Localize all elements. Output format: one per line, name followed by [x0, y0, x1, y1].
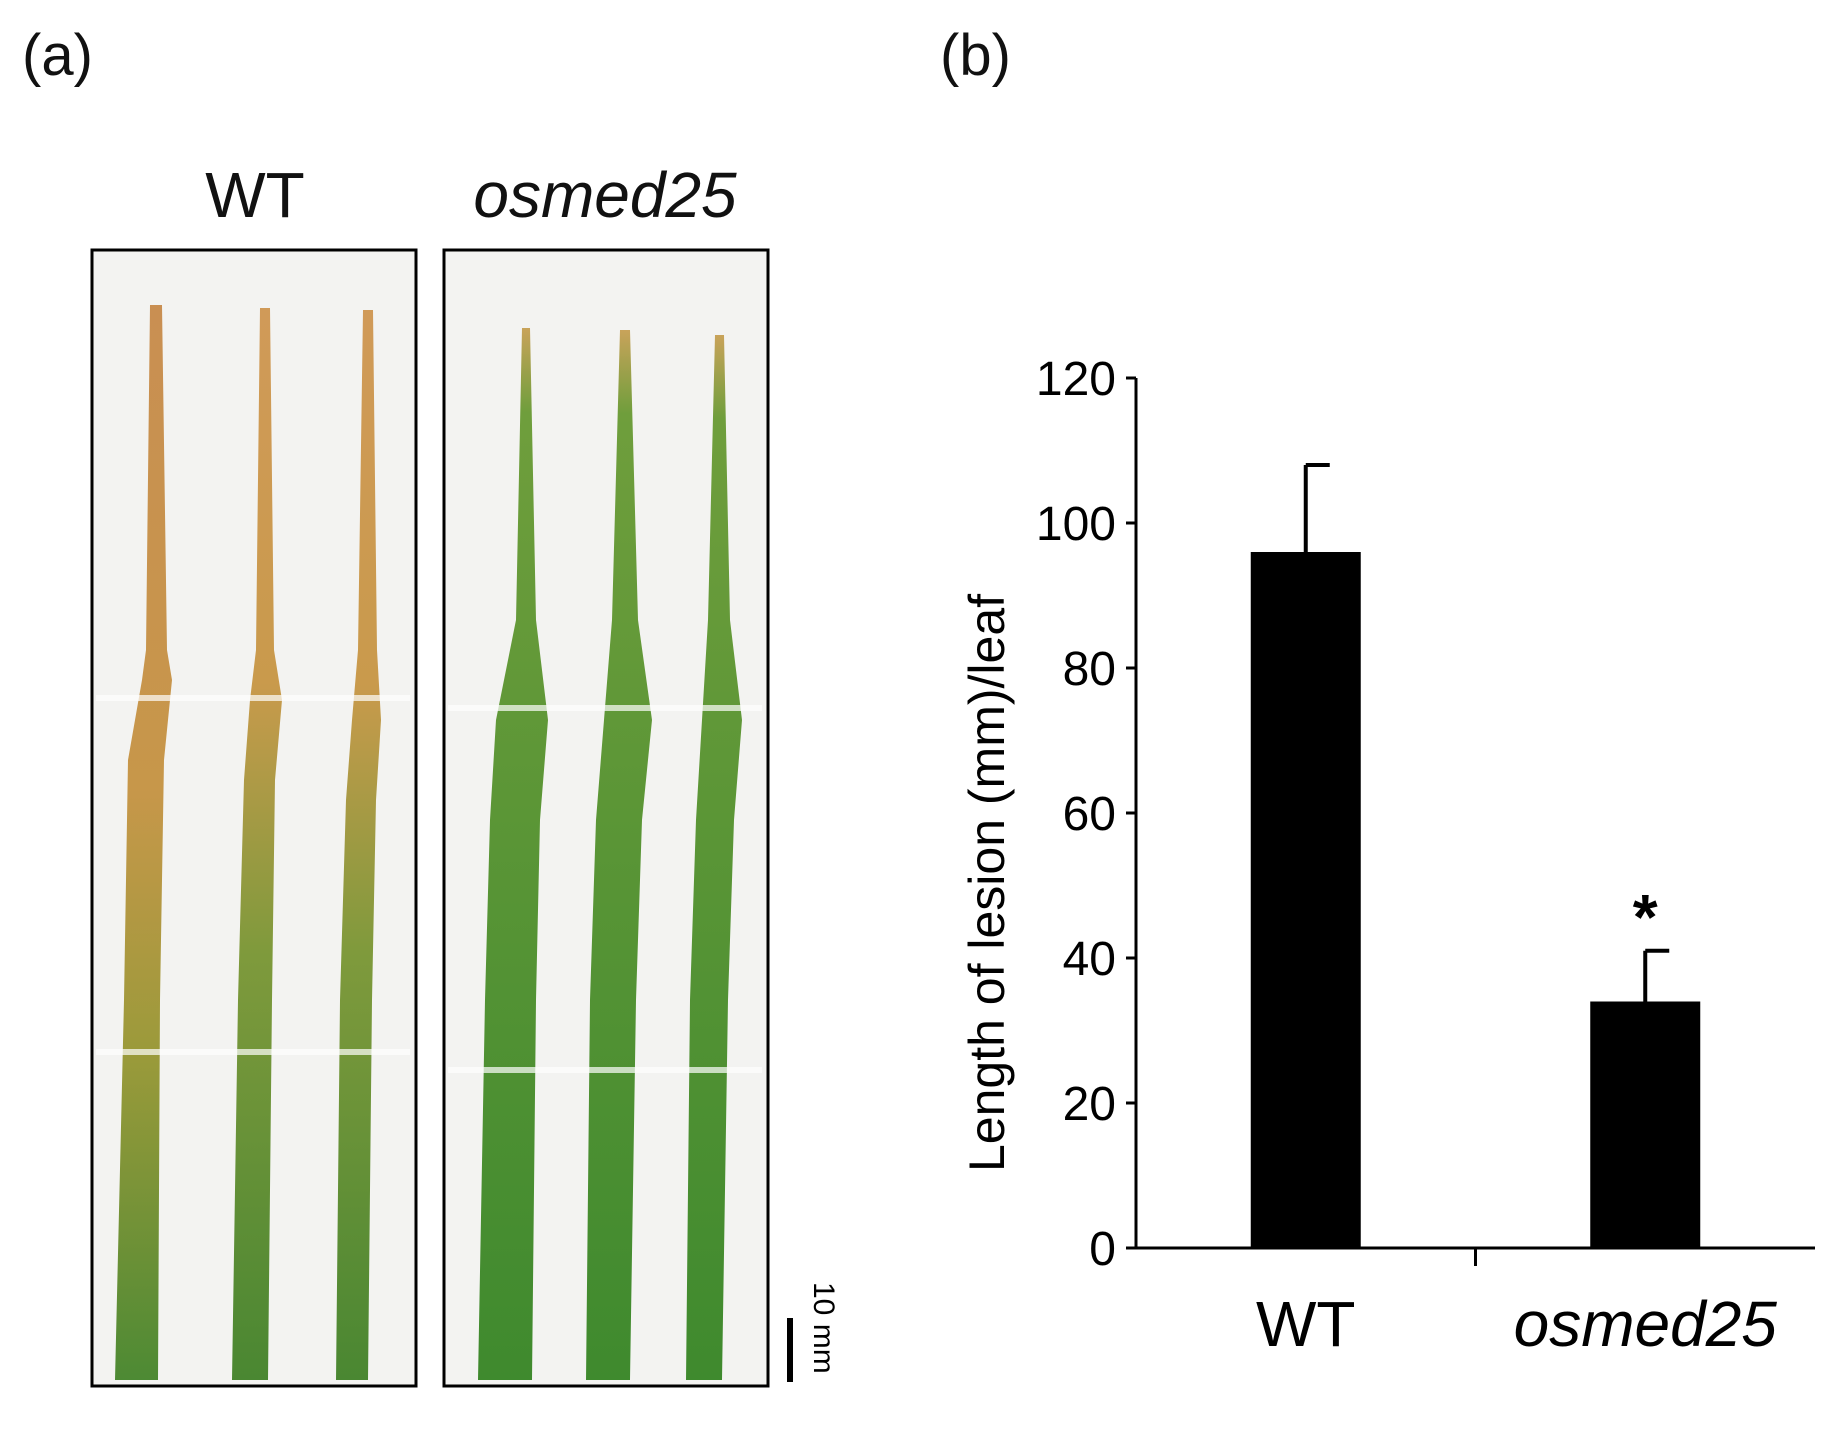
- y-axis-label: Length of lesion (mm)/leaf: [959, 594, 1015, 1172]
- y-tick-label: 60: [1063, 788, 1116, 841]
- panel-b-label: (b): [940, 23, 1011, 88]
- y-tick-label: 100: [1036, 498, 1116, 551]
- y-tick-label: 80: [1063, 643, 1116, 696]
- panel-a-label: (a): [22, 23, 93, 88]
- leaf-wt-3: [336, 310, 381, 1380]
- bar-WT: [1250, 552, 1361, 1248]
- scale-bar-label: 10 mm: [807, 1282, 840, 1374]
- leaf-wt-1: [115, 305, 172, 1380]
- photo-panel-wt: [90, 248, 418, 1388]
- leaf-osmed25-2: [586, 330, 652, 1380]
- leaf-wt-2: [232, 308, 282, 1380]
- leaf-osmed25-3: [686, 335, 742, 1380]
- y-tick-label: 120: [1036, 353, 1116, 406]
- photo-title-osmed25: osmed25: [473, 159, 737, 231]
- y-tick-label: 0: [1089, 1223, 1116, 1276]
- significance-marker: *: [1633, 881, 1658, 953]
- photo-panel-osmed25: [442, 248, 770, 1388]
- y-tick-label: 20: [1063, 1078, 1116, 1131]
- photo-title-wt: WT: [205, 159, 305, 231]
- leaf-osmed25-1: [478, 328, 548, 1380]
- x-tick-label: osmed25: [1514, 1288, 1778, 1360]
- x-tick-label: WT: [1256, 1288, 1356, 1360]
- bar-osmed25: [1590, 1001, 1701, 1248]
- bar-chart: 0 20 40 60 80 100 120 WT osmed25 * Length of le…: [959, 353, 1815, 1360]
- y-tick-label: 40: [1063, 933, 1116, 986]
